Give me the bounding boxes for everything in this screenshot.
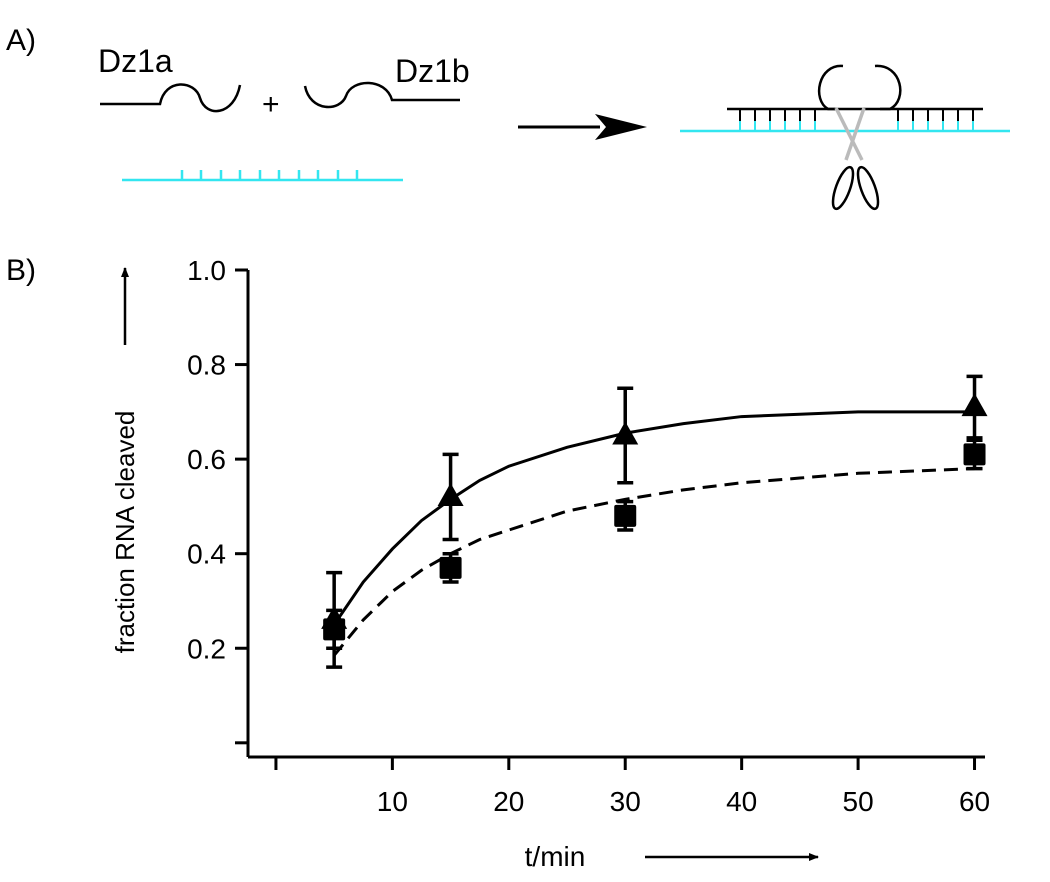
- fit-curve: [332, 410, 975, 626]
- rna-substrate: [122, 170, 403, 182]
- data-point: [961, 393, 988, 417]
- data-point: [614, 504, 637, 527]
- y-tick-label: 0.2: [187, 633, 226, 664]
- dz1b-strand: [303, 81, 460, 109]
- panel-label: A): [6, 24, 36, 57]
- fit-curve: [333, 467, 975, 657]
- y-axis-label: fraction RNA cleaved: [110, 411, 140, 654]
- y-tick-label: 1.0: [187, 255, 226, 286]
- complex: [680, 64, 1010, 211]
- x-axis-label: t/min: [525, 841, 586, 872]
- reaction-arrow: [518, 114, 647, 140]
- x-tick-label: 30: [610, 786, 641, 817]
- strand-label: Dz1a: [98, 43, 173, 79]
- data-point: [963, 443, 986, 466]
- data-point: [612, 421, 639, 445]
- x-tick-label: 50: [843, 786, 874, 817]
- x-tick-label: 40: [726, 786, 757, 817]
- strands: [100, 81, 460, 113]
- dz1a-strand: [100, 83, 242, 113]
- data-point: [323, 618, 346, 641]
- panel-label: B): [6, 254, 36, 287]
- x-tick-label: 10: [377, 786, 408, 817]
- x-tick-label: 60: [959, 786, 990, 817]
- plus-sign: +: [262, 88, 280, 121]
- x-tick-label: 20: [493, 786, 524, 817]
- strand-label: Dz1b: [395, 53, 470, 89]
- y-tick-label: 0.8: [187, 350, 226, 381]
- data-point: [437, 482, 464, 506]
- y-tick-label: 0.6: [187, 444, 226, 475]
- y-tick-label: 0.4: [187, 539, 226, 570]
- data-point: [439, 556, 462, 579]
